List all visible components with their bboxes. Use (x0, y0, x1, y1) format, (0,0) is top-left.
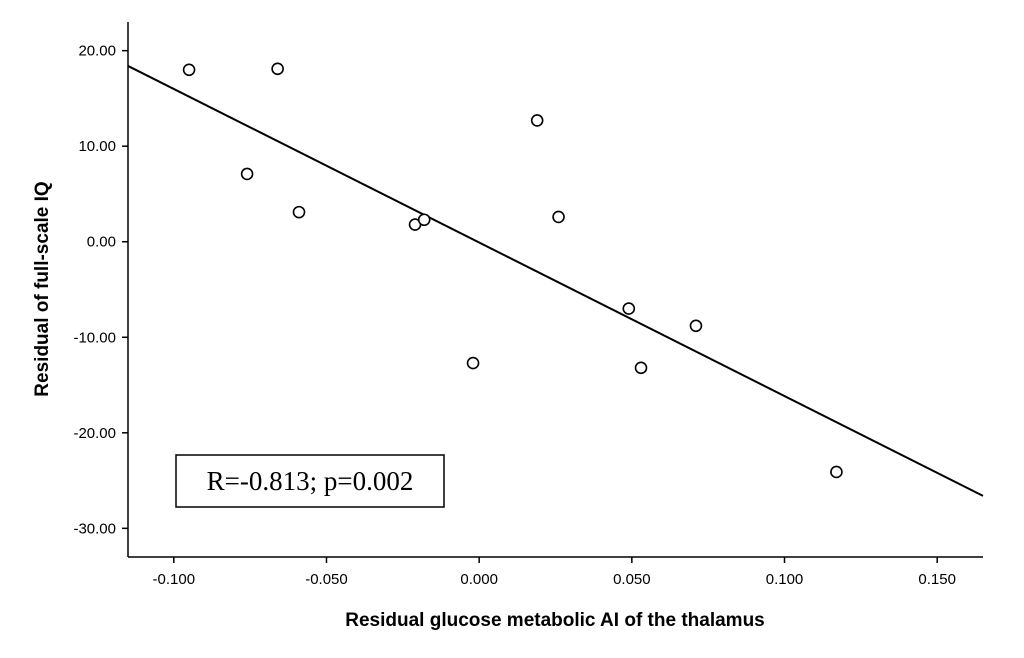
data-point (466, 356, 480, 370)
y-tick-label: 0.00 (87, 234, 116, 251)
annotation-frame (175, 454, 445, 508)
x-ticks: -0.100 -0.050 0.000 0.050 0.100 0.150 (153, 557, 956, 588)
data-points (182, 62, 843, 479)
data-point (552, 210, 565, 224)
regression-line (127, 65, 984, 497)
data-point (622, 302, 636, 315)
data-point (830, 465, 843, 479)
annotation-box: R=-0.813; p=0.002 (175, 454, 445, 508)
data-point (292, 205, 306, 219)
data-point (689, 319, 703, 333)
annotation-text: R=-0.813; p=0.002 (207, 466, 414, 496)
x-tick-label: 0.150 (918, 571, 956, 588)
x-tick-label: 0.050 (613, 571, 651, 588)
y-ticks: 20.00 10.00 0.00 -10.00 -20.00 -30.00 (73, 43, 128, 537)
data-point (634, 361, 648, 375)
data-point (240, 167, 254, 181)
x-tick-label: 0.000 (460, 571, 498, 588)
data-point (530, 114, 544, 127)
data-point (182, 63, 196, 77)
y-tick-label: 20.00 (78, 43, 116, 60)
y-tick-label: -20.00 (73, 425, 116, 442)
x-axis-title: Residual glucose metabolic AI of the tha… (345, 610, 765, 631)
y-axis-title: Residual of full-scale IQ (32, 181, 53, 396)
y-tick-label: -10.00 (73, 329, 116, 346)
x-tick-label: -0.100 (153, 571, 196, 588)
data-point (271, 62, 284, 76)
y-tick-label: 10.00 (78, 138, 116, 155)
plot-frame (127, 22, 983, 558)
x-tick-label: 0.100 (766, 571, 804, 588)
data-point (417, 213, 431, 227)
y-tick-label: -30.00 (73, 520, 116, 537)
x-tick-label: -0.050 (305, 571, 348, 588)
